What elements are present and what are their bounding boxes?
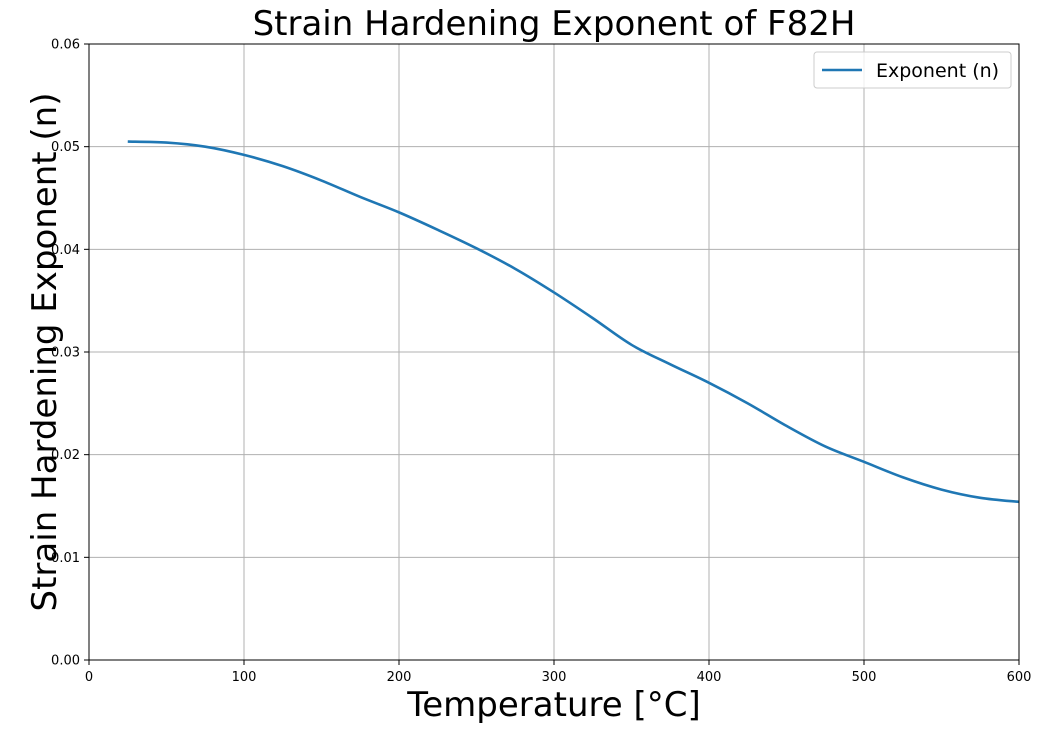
axis-ticks: 0 100 200 300 400 500 600 0.00 0.01 0.02 0.03 0.04 0… — [51, 38, 1031, 686]
y-tick-label: 0.04 — [51, 243, 80, 258]
x-axis-label: Temperature [°C] — [406, 685, 700, 725]
x-tick-label: 100 — [232, 670, 257, 685]
y-axis-label: Strain Hardening Exponent (n) — [25, 93, 65, 612]
y-tick-label: 0.00 — [51, 654, 80, 669]
y-tick-label: 0.02 — [51, 448, 80, 463]
legend-box — [813, 51, 1012, 89]
y-tick-label: 0.01 — [51, 551, 80, 566]
series-layer — [127, 140, 1020, 504]
x-tick-label: 200 — [387, 670, 412, 685]
series-line-exponent-n — [127, 140, 1020, 504]
x-tick-label: 600 — [1007, 670, 1032, 685]
y-tick-label: 0.05 — [51, 140, 80, 155]
x-tick-label: 400 — [697, 670, 722, 685]
chart-title: Strain Hardening Exponent of F82H — [253, 4, 856, 44]
y-tick-label: 0.06 — [51, 38, 80, 53]
x-tick-label: 500 — [852, 670, 877, 685]
legend: Exponent (n) — [813, 51, 1012, 89]
x-tick-label: 300 — [542, 670, 567, 685]
x-tick-label: 0 — [85, 670, 93, 685]
legend-label-exponent: Exponent (n) — [876, 60, 999, 82]
y-tick-label: 0.03 — [51, 346, 80, 361]
